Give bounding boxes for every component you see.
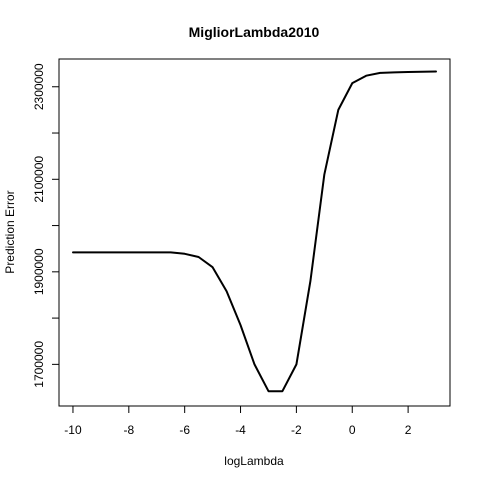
y-tick-label: 1900000	[32, 248, 46, 295]
x-tick-label: -10	[64, 423, 82, 437]
y-axis-label: Prediction Error	[3, 190, 17, 273]
x-tick-label: 0	[349, 423, 356, 437]
x-axis: -10 -8 -6 -4 -2 0 2	[64, 405, 412, 437]
prediction-error-line	[72, 70, 437, 393]
y-tick-label: 2100000	[32, 156, 46, 203]
x-tick-label: -8	[123, 423, 134, 437]
y-axis: 1700000 1900000 2100000 2300000	[32, 63, 60, 388]
plot-area-border	[58, 58, 451, 407]
y-tick-label: 1700000	[32, 341, 46, 388]
chart-title: MigliorLambda2010	[189, 24, 320, 40]
x-tick-label: -4	[235, 423, 246, 437]
y-tick-label: 2300000	[32, 63, 46, 110]
x-tick-label: 2	[405, 423, 412, 437]
x-tick-label: -6	[179, 423, 190, 437]
x-tick-label: -2	[291, 423, 302, 437]
x-axis-label: logLambda	[224, 454, 284, 468]
